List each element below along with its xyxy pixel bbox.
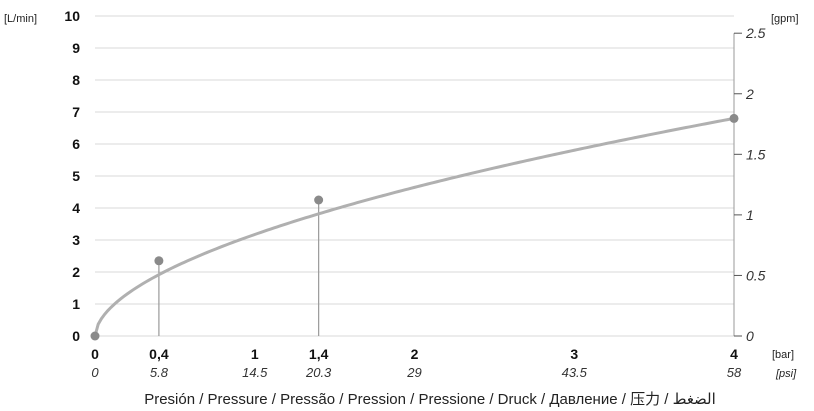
data-markers <box>90 113 739 341</box>
right-tick-label: 0 <box>746 328 754 344</box>
right-tick-label: 1.5 <box>746 146 766 162</box>
psi-unit-label: [psi] <box>775 368 797 380</box>
y-tick-label: 0 <box>72 328 80 344</box>
y-tick-label: 9 <box>72 40 80 56</box>
right-tick-label: 2 <box>745 86 754 102</box>
right-tick-label: 0.5 <box>746 267 766 283</box>
right-tick-label: 2.5 <box>745 25 766 41</box>
y-tick-label: 1 <box>72 296 80 312</box>
x-tick-bar-label: 3 <box>570 346 578 362</box>
flow-curve <box>93 116 736 338</box>
data-point-0 <box>90 331 100 341</box>
x-tick-bar-label: 0 <box>91 346 99 362</box>
x-tick-psi-label: 14.5 <box>242 365 268 380</box>
x-tick-psi-label: 58 <box>727 365 742 380</box>
x-tick-bar-label: 4 <box>730 346 738 362</box>
y-tick-label: 8 <box>72 72 80 88</box>
left-axis-ticks: 0 1 2 3 4 5 6 7 8 9 10 <box>64 8 80 344</box>
right-tick-label: 1 <box>746 207 754 223</box>
y-tick-label: 4 <box>72 200 80 216</box>
x-tick-psi-label: 20.3 <box>305 365 332 380</box>
x-tick-psi-label: 29 <box>406 365 421 380</box>
x-axis-ticks: 0 0 0,4 5.8 1 14.5 1,4 20.3 2 29 3 43.5 4 58 <box>91 346 742 380</box>
data-point-1 <box>154 256 164 266</box>
x-tick-bar-label: 0,4 <box>149 346 169 362</box>
bar-unit-label: [bar] <box>772 349 794 361</box>
x-tick-bar-label: 1 <box>251 346 259 362</box>
x-tick-psi-label: 0 <box>91 365 99 380</box>
x-axis-label: Presión / Pressure / Pressão / Pression … <box>144 391 716 408</box>
right-axis-ticks: 0 0.5 1 1.5 2 2.5 <box>734 25 766 344</box>
grid-lines <box>95 15 734 337</box>
y-tick-label: 3 <box>72 232 80 248</box>
x-tick-bar-label: 2 <box>411 346 419 362</box>
y-tick-label: 2 <box>72 264 80 280</box>
left-unit-label: [L/min] <box>4 13 37 25</box>
x-tick-bar-label: 1,4 <box>309 346 329 362</box>
data-point-2 <box>314 195 324 205</box>
data-point-3 <box>729 113 739 123</box>
y-tick-label: 7 <box>72 104 80 120</box>
y-tick-label: 5 <box>72 168 80 184</box>
y-tick-label: 10 <box>64 8 80 24</box>
right-unit-label: [gpm] <box>771 13 799 25</box>
y-tick-label: 6 <box>72 136 80 152</box>
x-tick-psi-label: 43.5 <box>562 365 588 380</box>
x-tick-psi-label: 5.8 <box>150 365 169 380</box>
